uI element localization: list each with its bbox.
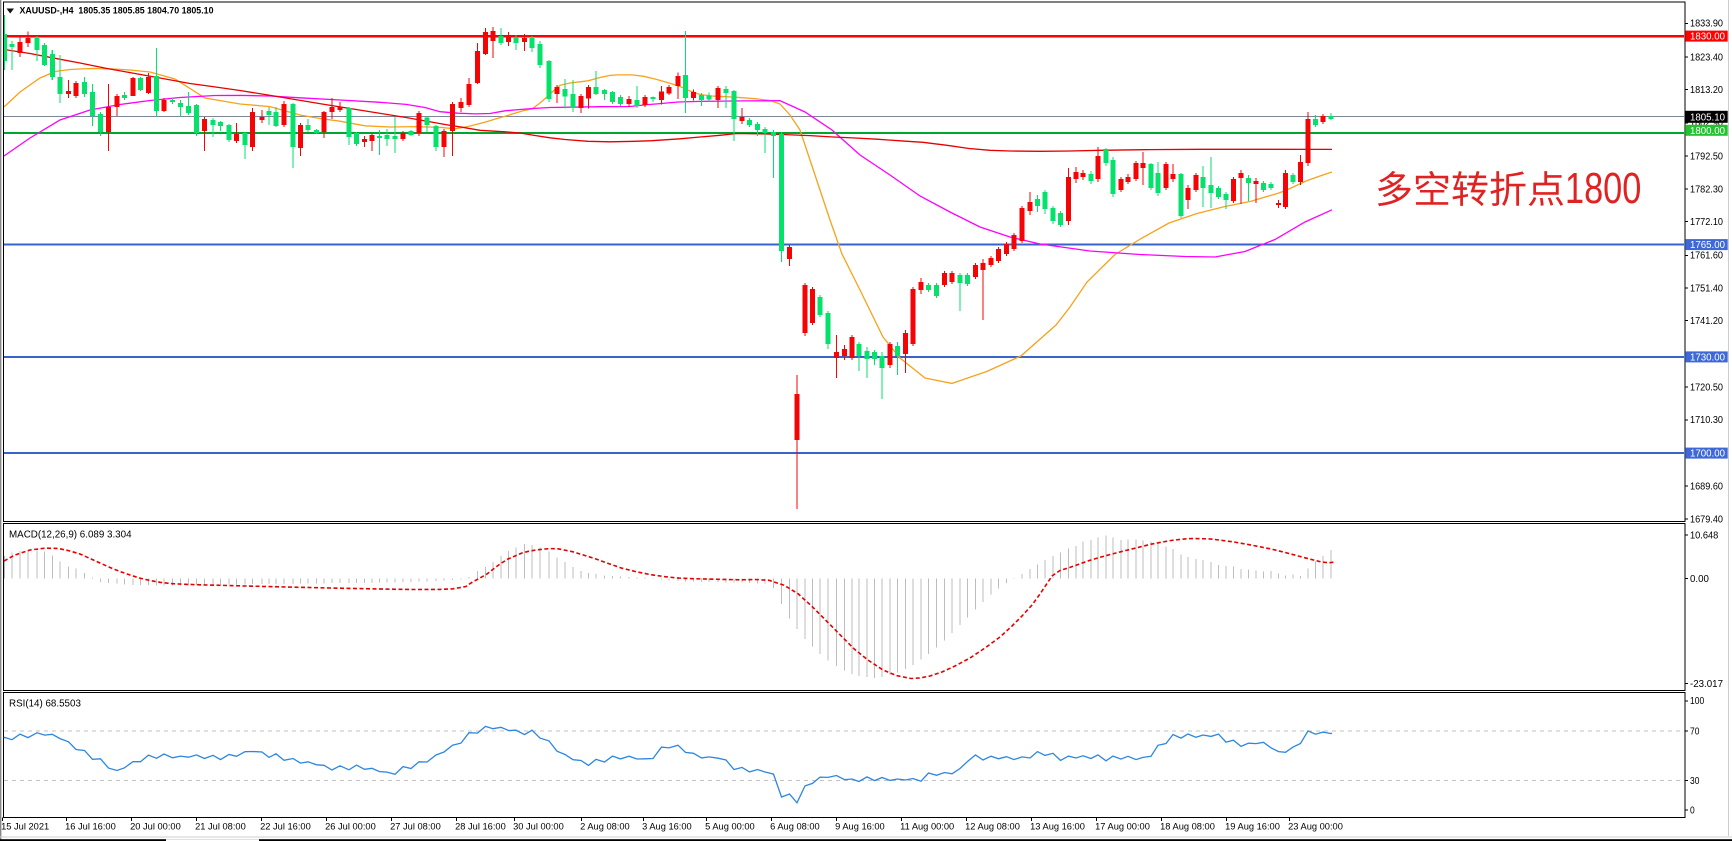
svg-text:1813.20: 1813.20 (1690, 85, 1724, 96)
svg-text:1720.50: 1720.50 (1690, 383, 1724, 394)
svg-text:19 Aug 16:00: 19 Aug 16:00 (1225, 821, 1280, 831)
svg-text:1833.90: 1833.90 (1690, 19, 1724, 30)
svg-text:23 Aug 00:00: 23 Aug 00:00 (1288, 821, 1343, 831)
svg-text:1761.60: 1761.60 (1690, 251, 1724, 262)
svg-text:70: 70 (1690, 726, 1700, 737)
svg-text:0.00: 0.00 (1690, 574, 1709, 585)
svg-text:1765.00: 1765.00 (1690, 240, 1726, 251)
svg-text:6 Aug 08:00: 6 Aug 08:00 (770, 821, 820, 831)
svg-text:1772.10: 1772.10 (1690, 217, 1724, 228)
svg-text:1800.00: 1800.00 (1690, 126, 1726, 137)
svg-text:27 Jul 08:00: 27 Jul 08:00 (390, 821, 441, 831)
svg-text:13 Aug 16:00: 13 Aug 16:00 (1030, 821, 1085, 831)
svg-text:-23.017: -23.017 (1690, 679, 1723, 690)
svg-text:1800: 1800 (1565, 164, 1641, 213)
svg-text:1700.00: 1700.00 (1690, 449, 1726, 460)
svg-text:1741.20: 1741.20 (1690, 316, 1724, 327)
svg-text:9 Aug 16:00: 9 Aug 16:00 (835, 821, 885, 831)
svg-text:1805.10: 1805.10 (1690, 112, 1726, 123)
svg-text:17 Aug 00:00: 17 Aug 00:00 (1095, 821, 1150, 831)
svg-text:30: 30 (1690, 776, 1700, 787)
svg-text:28 Jul 16:00: 28 Jul 16:00 (455, 821, 506, 831)
svg-text:1751.40: 1751.40 (1690, 283, 1724, 294)
svg-text:2 Aug 08:00: 2 Aug 08:00 (580, 821, 630, 831)
svg-text:1689.60: 1689.60 (1690, 482, 1724, 493)
svg-text:10.648: 10.648 (1690, 530, 1719, 541)
svg-text:1802.90: 1802.90 (1690, 118, 1724, 129)
svg-text:20 Jul 00:00: 20 Jul 00:00 (130, 821, 181, 831)
svg-text:100: 100 (1690, 696, 1705, 707)
svg-text:12 Aug 08:00: 12 Aug 08:00 (965, 821, 1020, 831)
svg-text:11 Aug 00:00: 11 Aug 00:00 (900, 821, 954, 831)
svg-text:1782.30: 1782.30 (1690, 184, 1724, 195)
svg-text:5 Aug 00:00: 5 Aug 00:00 (705, 821, 755, 831)
svg-text:3 Aug 16:00: 3 Aug 16:00 (642, 821, 692, 831)
svg-text:RSI(14) 68.5503: RSI(14) 68.5503 (9, 699, 81, 710)
svg-text:1679.40: 1679.40 (1690, 514, 1724, 525)
svg-text:1730.00: 1730.00 (1690, 352, 1726, 363)
svg-text:XAUUSD-,H4 1805.35 1805.85 18: XAUUSD-,H4 1805.35 1805.85 1804.70 1805.… (20, 6, 214, 16)
svg-text:22 Jul 16:00: 22 Jul 16:00 (260, 821, 311, 831)
svg-text:1710.30: 1710.30 (1690, 415, 1724, 426)
svg-text:18 Aug 08:00: 18 Aug 08:00 (1160, 821, 1215, 831)
svg-text:30 Jul 00:00: 30 Jul 00:00 (513, 821, 564, 831)
svg-text:16 Jul 16:00: 16 Jul 16:00 (65, 821, 116, 831)
svg-text:1830.00: 1830.00 (1690, 32, 1726, 43)
svg-text:0: 0 (1690, 805, 1695, 816)
svg-text:21 Jul 08:00: 21 Jul 08:00 (195, 821, 246, 831)
svg-text:1792.50: 1792.50 (1690, 152, 1724, 163)
svg-text:26 Jul 00:00: 26 Jul 00:00 (325, 821, 376, 831)
svg-text:1823.40: 1823.40 (1690, 52, 1724, 63)
svg-text:MACD(12,26,9) 6.089 3.304: MACD(12,26,9) 6.089 3.304 (9, 530, 132, 541)
svg-text:15 Jul 2021: 15 Jul 2021 (1, 821, 49, 831)
